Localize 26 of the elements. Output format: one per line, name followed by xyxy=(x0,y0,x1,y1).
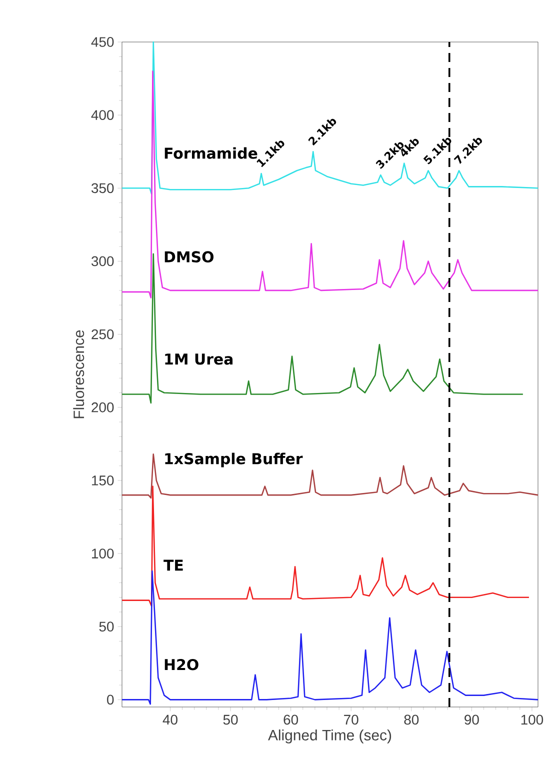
y-tick-label: 150 xyxy=(92,476,114,486)
series-label: TE xyxy=(164,560,183,571)
y-tick-label: 100 xyxy=(92,548,114,558)
y-tick-label: 350 xyxy=(91,183,114,194)
y-tick-label: 250 xyxy=(92,329,114,340)
x-tick-label: 50 xyxy=(223,714,238,725)
y-tick-label: 450 xyxy=(91,37,114,47)
series-label: H2O xyxy=(164,658,198,670)
y-tick-label: 0 xyxy=(107,694,114,705)
series-label: 1M Urea xyxy=(165,354,233,365)
y-axis-title: Fluorescence xyxy=(73,330,84,418)
y-tick-label: 200 xyxy=(92,402,114,412)
line-series xyxy=(121,253,524,404)
x-tick-label: 60 xyxy=(284,714,298,725)
y-tick-label: 400 xyxy=(91,110,114,120)
x-tick-label: 40 xyxy=(162,714,178,725)
x-tick-label: 80 xyxy=(404,714,419,725)
series-label: Formamide xyxy=(164,147,258,159)
x-tick-label: 90 xyxy=(464,714,479,725)
x-tick-label: 70 xyxy=(344,714,358,725)
x-axis-title: Aligned Time (sec) xyxy=(268,729,392,744)
x-tick-label: 100 xyxy=(521,714,544,725)
y-tick-label: 50 xyxy=(99,622,114,632)
series-label: DMSO xyxy=(164,251,214,262)
series-label: 1xSample Buffer xyxy=(165,452,303,468)
y-tick-label: 300 xyxy=(91,256,114,266)
